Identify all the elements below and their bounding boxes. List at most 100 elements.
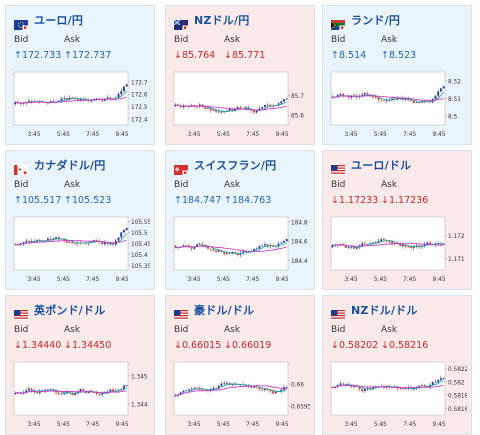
candle-body — [429, 242, 432, 245]
candlestick-chart: 172.7 172.6 172.5 172.4 3:45 5:45 7:45 9:45 — [13, 71, 148, 138]
rate-card-aud-usd[interactable]: 豪ドル/ドル Bid Ask ↓0.66015 ↓0.66019 0.66 0.659… — [165, 295, 315, 435]
rate-card-cad-jpy[interactable]: カナダドル/円 Bid Ask ↑105.517 ↑105.523 105.55 10… — [5, 150, 155, 290]
pair-title[interactable]: 英ポンド/ドル — [34, 304, 106, 317]
candle-body — [239, 107, 242, 109]
candlestick-chart: 1.345 1.344 3:45 5:45 7:45 9:45 — [13, 361, 148, 428]
pair-title[interactable]: ユーロ/円 — [34, 14, 84, 27]
candle-body — [174, 395, 177, 397]
candle-body — [30, 100, 33, 103]
candle-body — [255, 110, 258, 113]
candle-body — [38, 240, 41, 241]
rate-card-eur-usd[interactable]: ユーロ/ドル Bid Ask ↓1.17233 ↓1.17236 1.172 1.17… — [322, 150, 472, 290]
candle-body — [272, 391, 275, 394]
rate-card-chf-jpy[interactable]: スイスフラン/円 Bid Ask ↑184.747 ↑184.763 184.8 18… — [165, 150, 315, 290]
candle-body — [120, 389, 123, 390]
za-flag-icon — [330, 15, 345, 30]
card-header: カナダドル/円 — [14, 157, 106, 176]
pair-title[interactable]: ランド/円 — [351, 14, 401, 27]
card-header: NZドル/円 — [173, 12, 250, 30]
rate-card-eur-jpy[interactable]: ユーロ/円 Bid Ask ↑172.733 ↑172.737 172.7 172.6… — [5, 5, 155, 145]
candle-body — [255, 248, 258, 250]
candle-body — [280, 101, 283, 104]
x-tick-label: 7:45 — [403, 422, 416, 428]
long-moving-average-line — [332, 384, 444, 389]
rate-card-zar-jpy[interactable]: ランド/円 Bid Ask ↑8.514 ↑8.523 8.52 8.51 8.5 3:4… — [322, 5, 472, 145]
candle-body — [217, 250, 220, 252]
bid-label: Bid — [14, 180, 29, 190]
x-tick-label: 9:45 — [115, 277, 128, 283]
candle-body — [269, 104, 272, 106]
candle-body — [399, 243, 402, 247]
pair-title[interactable]: スイスフラン/円 — [194, 159, 277, 172]
candle-body — [404, 244, 407, 247]
pair-title[interactable]: カナダドル/円 — [34, 159, 106, 172]
candle-body — [437, 379, 440, 383]
short-moving-average-line — [332, 379, 444, 390]
rate-card-gbp-usd[interactable]: 英ポンド/ドル Bid Ask ↓1.34440 ↓1.34450 1.345 1.3… — [5, 295, 155, 435]
y-tick-label: 1.171 — [448, 257, 465, 263]
y-tick-label: 184.4 — [291, 259, 308, 265]
rate-card-nzd-usd[interactable]: NZドル/ドル Bid Ask ↓0.58202 ↓0.58216 0.5822 0.… — [322, 295, 472, 435]
x-tick-label: 5:45 — [374, 132, 387, 138]
candle-body — [258, 387, 261, 390]
candle-body — [285, 386, 288, 388]
price-chart[interactable]: 1.345 1.344 3:45 5:45 7:45 9:45 — [10, 359, 150, 429]
candle-body — [185, 245, 188, 247]
candle-body — [52, 238, 55, 240]
price-chart[interactable]: 85.7 85.6 3:45 5:45 7:45 9:45 — [170, 69, 310, 139]
candle-body — [285, 239, 288, 242]
candle-body — [234, 252, 237, 254]
price-chart[interactable]: 8.52 8.51 8.5 3:45 5:45 7:45 9:45 — [327, 69, 467, 139]
candle-body — [185, 390, 188, 392]
us-flag-icon — [174, 305, 188, 320]
candle-body — [63, 238, 66, 241]
y-tick-label: 184.6 — [291, 240, 308, 246]
candle-body — [223, 111, 226, 113]
pair-title[interactable]: NZドル/ドル — [351, 304, 418, 317]
candle-body — [193, 246, 196, 249]
ask-label: Ask — [381, 325, 398, 335]
candle-body — [377, 97, 380, 100]
candle-body — [277, 243, 280, 247]
price-chart[interactable]: 0.5822 0.582 0.5818 0.5816 3:45 5:45 7:45 9:45 — [327, 359, 467, 429]
candle-body — [261, 245, 264, 247]
y-tick-label: 0.5818 — [448, 394, 467, 400]
candle-body — [109, 243, 112, 245]
x-tick-label: 3:45 — [27, 132, 40, 138]
candle-body — [282, 241, 285, 243]
candle-body — [439, 88, 442, 92]
candle-body — [212, 387, 215, 390]
candle-body — [258, 246, 261, 249]
rate-card-nzd-jpy[interactable]: NZドル/円 Bid Ask ↓85.764 ↓85.771 85.7 85.6 3:4… — [165, 5, 315, 145]
candle-body — [14, 392, 17, 394]
x-tick-label: 3:45 — [187, 277, 200, 283]
pair-title[interactable]: 豪ドル/ドル — [194, 304, 255, 317]
candle-body — [399, 388, 402, 390]
candle-body — [234, 384, 237, 385]
price-chart[interactable]: 0.66 0.6595 3:45 5:45 7:45 9:45 — [170, 359, 310, 429]
price-chart[interactable]: 172.7 172.6 172.5 172.4 3:45 5:45 7:45 9:45 — [10, 69, 150, 139]
candle-body — [331, 386, 334, 388]
price-chart[interactable]: 1.172 1.171 3:45 5:45 7:45 9:45 — [327, 214, 467, 284]
pair-title[interactable]: ユーロ/ドル — [351, 159, 412, 172]
candle-body — [358, 386, 361, 390]
candle-body — [263, 389, 266, 391]
candle-body — [79, 98, 82, 100]
short-moving-average-line — [15, 387, 127, 394]
candle-body — [266, 244, 269, 247]
candle-body — [179, 392, 182, 395]
candle-body — [361, 94, 364, 97]
x-tick-label: 3:45 — [187, 422, 200, 428]
candle-body — [215, 250, 218, 252]
pair-title[interactable]: NZドル/円 — [194, 14, 250, 27]
candle-body — [412, 100, 415, 103]
price-chart[interactable]: 105.55 105.5 105.45 105.4 105.35 3:45 5:45 7:45… — [10, 214, 150, 284]
candle-body — [190, 388, 193, 390]
bid-value: ↓85.764 — [174, 50, 216, 61]
candle-body — [415, 245, 418, 247]
candle-body — [350, 96, 353, 98]
candle-body — [217, 111, 220, 113]
candle-body — [196, 244, 199, 247]
bid-label: Bid — [174, 35, 189, 45]
price-chart[interactable]: 184.8 184.6 184.4 3:45 5:45 7:45 9:45 — [170, 214, 310, 284]
